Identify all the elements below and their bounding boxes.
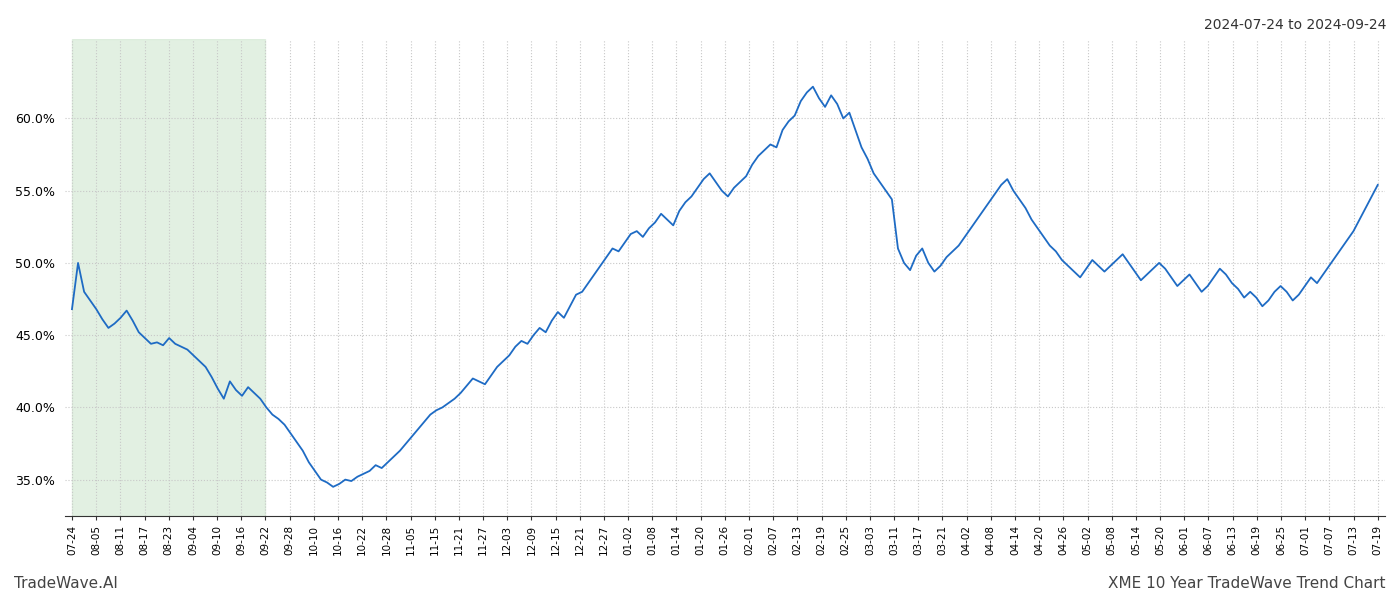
- Bar: [71, 39, 266, 516]
- Text: TradeWave.AI: TradeWave.AI: [14, 576, 118, 591]
- Text: 2024-07-24 to 2024-09-24: 2024-07-24 to 2024-09-24: [1204, 18, 1386, 32]
- Text: XME 10 Year TradeWave Trend Chart: XME 10 Year TradeWave Trend Chart: [1109, 576, 1386, 591]
